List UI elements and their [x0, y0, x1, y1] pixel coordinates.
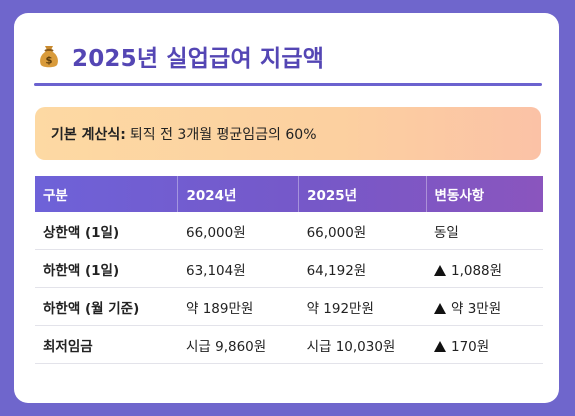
cell-2024: 시급 9,860원 — [177, 325, 299, 364]
content-card: $ 2025년 실업급여 지급액 기본 계산식: 퇴직 전 3개월 평균임금의 … — [14, 13, 559, 403]
cell-2024: 66,000원 — [177, 212, 299, 250]
svg-text:$: $ — [46, 56, 53, 67]
page-title: 2025년 실업급여 지급액 — [72, 46, 325, 72]
formula-label: 기본 계산식: — [51, 126, 126, 143]
cell-2025: 66,000원 — [298, 212, 426, 250]
table-row: 최저임금 시급 9,860원 시급 10,030원 170원 — [35, 325, 543, 364]
header-category: 구분 — [35, 176, 179, 212]
row-label: 하한액 (1일) — [35, 249, 178, 288]
change-text: 동일 — [434, 224, 459, 241]
up-triangle-icon — [434, 302, 446, 314]
row-label: 하한액 (월 기준) — [35, 287, 178, 326]
cell-2025: 64,192원 — [298, 249, 426, 288]
cell-2024: 63,104원 — [177, 249, 299, 288]
header-2025: 2025년 — [298, 176, 427, 212]
formula-banner: 기본 계산식: 퇴직 전 3개월 평균임금의 60% — [35, 107, 541, 160]
title-divider — [34, 83, 542, 86]
cell-2025: 시급 10,030원 — [298, 325, 426, 364]
cell-change: 동일 — [426, 212, 543, 250]
up-triangle-icon — [434, 264, 446, 276]
table-row: 하한액 (1일) 63,104원 64,192원 1,088원 — [35, 249, 543, 288]
up-triangle-icon — [434, 340, 446, 352]
cell-change: 170원 — [426, 325, 543, 364]
cell-change: 약 3만원 — [426, 287, 543, 326]
header-change: 변동사항 — [434, 188, 485, 204]
table-row: 하한액 (월 기준) 약 189만원 약 192만원 약 3만원 — [35, 287, 543, 326]
table-row: 상한액 (1일) 66,000원 66,000원 동일 — [35, 212, 543, 250]
title-row: $ 2025년 실업급여 지급액 — [36, 39, 324, 73]
table-header-row: 구분 2024년 2025년 변동사항 — [35, 176, 543, 212]
row-label: 최저임금 — [35, 325, 178, 364]
benefit-table: 구분 2024년 2025년 변동사항 상한액 (1일) 66,000원 66,… — [35, 176, 543, 364]
change-text: 약 3만원 — [451, 300, 502, 317]
cell-2024: 약 189만원 — [177, 287, 299, 326]
change-text: 170원 — [451, 338, 490, 355]
row-label: 상한액 (1일) — [35, 212, 178, 250]
cell-2025: 약 192만원 — [298, 287, 426, 326]
cell-change: 1,088원 — [426, 249, 543, 288]
formula-text: 퇴직 전 3개월 평균임금의 60% — [129, 126, 317, 143]
header-2024: 2024년 — [177, 176, 300, 212]
money-bag-icon: $ — [36, 43, 62, 69]
change-text: 1,088원 — [451, 262, 503, 279]
